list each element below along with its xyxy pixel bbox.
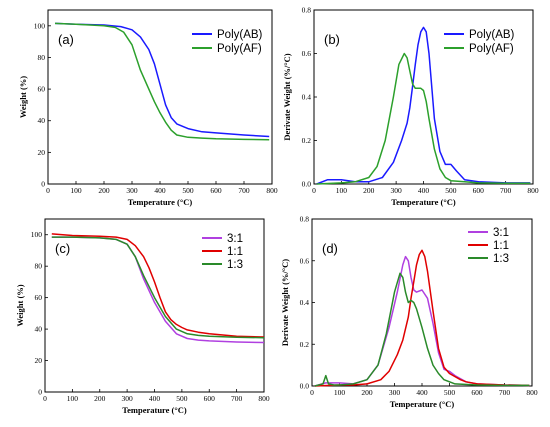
x-tick-label: 800 <box>526 388 538 397</box>
y-tick-label: 100 <box>34 21 46 30</box>
x-axis-label: Temperature (°C) <box>128 197 193 207</box>
y-tick-label: 0.4 <box>302 93 312 102</box>
x-tick-label: 300 <box>122 394 134 403</box>
series-line-Poly(AF) <box>54 22 270 141</box>
y-tick-label: 0.0 <box>302 180 312 189</box>
panel-label: (d) <box>322 241 338 256</box>
series-line-3:1 <box>314 255 530 387</box>
y-tick-label: 0.6 <box>302 49 312 58</box>
y-axis-label: Weight (%) <box>18 76 28 118</box>
y-tick-label: 20 <box>35 356 43 365</box>
y-tick-label: 0.4 <box>300 298 310 307</box>
x-tick-label: 100 <box>67 394 79 403</box>
y-tick-label: 0 <box>38 388 42 397</box>
legend-entry: 3:1 <box>493 227 509 239</box>
y-axis-label: Derivate Weight (%/°C) <box>282 53 292 140</box>
legend-entry: 3:1 <box>227 233 243 245</box>
y-tick-label: 60 <box>35 293 43 302</box>
x-tick-label: 400 <box>416 388 428 397</box>
legend-entry: 1:1 <box>227 246 243 258</box>
y-tick-label: 0.0 <box>300 382 310 391</box>
x-tick-label: 700 <box>238 186 250 195</box>
series-line-1:3 <box>51 236 265 339</box>
legend-entry: Poly(AB) <box>217 29 263 41</box>
series-line-1:1 <box>314 249 530 387</box>
x-tick-label: 500 <box>182 186 194 195</box>
y-tick-label: 40 <box>38 116 46 125</box>
x-tick-label: 700 <box>231 394 243 403</box>
y-tick-label: 80 <box>38 53 46 62</box>
panel-label: (a) <box>58 32 74 47</box>
legend-entry: 1:1 <box>493 240 509 252</box>
x-tick-label: 500 <box>176 394 188 403</box>
x-tick-label: 100 <box>334 388 346 397</box>
series-line-1:3 <box>314 272 530 387</box>
legend-entry: 1:3 <box>227 259 243 271</box>
x-axis-label: Temperature (°C) <box>391 197 456 207</box>
x-tick-label: 200 <box>361 388 373 397</box>
y-tick-label: 100 <box>31 230 43 239</box>
panel-label: (b) <box>324 32 340 47</box>
x-axis-label: Temperature (°C) <box>390 399 455 409</box>
series-line-Poly(AB) <box>316 26 531 185</box>
x-tick-label: 400 <box>149 394 161 403</box>
y-tick-label: 60 <box>38 85 46 94</box>
x-tick-label: 200 <box>94 394 106 403</box>
legend-entry: Poly(AF) <box>217 43 262 55</box>
y-tick-label: 40 <box>35 325 43 334</box>
x-tick-label: 200 <box>363 186 375 195</box>
y-axis-label: Weight (%) <box>15 284 25 326</box>
x-tick-label: 0 <box>46 186 50 195</box>
x-tick-label: 300 <box>126 186 138 195</box>
panel-label: (c) <box>55 241 70 256</box>
y-tick-label: 0.8 <box>300 215 310 224</box>
y-tick-label: 0 <box>41 180 45 189</box>
series-line-1:1 <box>51 233 265 338</box>
x-tick-label: 0 <box>43 394 47 403</box>
x-tick-label: 400 <box>154 186 166 195</box>
series-line-Poly(AB) <box>54 22 270 138</box>
legend-entry: 1:3 <box>493 253 509 265</box>
x-tick-label: 500 <box>445 186 457 195</box>
panel-c: 0 100 200 300 400 500 600 700 800 0 20 40 60 80 100 Tem… <box>15 218 270 415</box>
x-tick-label: 100 <box>70 186 82 195</box>
y-tick-label: 0.2 <box>302 136 312 145</box>
x-tick-label: 0 <box>312 186 316 195</box>
panel-b: 0 100 200 300 400 500 600 700 800 0.0 0.2 0.4 0.6 0.8… <box>282 6 539 208</box>
x-tick-label: 200 <box>98 186 110 195</box>
x-tick-label: 600 <box>204 394 216 403</box>
x-tick-label: 300 <box>391 186 403 195</box>
x-tick-label: 600 <box>210 186 222 195</box>
x-tick-label: 600 <box>473 186 485 195</box>
y-tick-label: 20 <box>38 148 46 157</box>
x-tick-label: 800 <box>527 186 539 195</box>
x-tick-label: 500 <box>444 388 456 397</box>
x-axis-label: Temperature (°C) <box>122 405 187 415</box>
x-tick-label: 400 <box>418 186 430 195</box>
y-tick-label: 80 <box>35 262 43 271</box>
x-tick-label: 700 <box>500 186 512 195</box>
y-axis-label: Derivate Weight (%/°C) <box>280 259 290 346</box>
panel-d: 0 100 200 300 400 500 600 700 800 0.0 0.2 0.4 0.6 0.8… <box>280 215 538 410</box>
x-tick-label: 0 <box>310 388 314 397</box>
x-tick-label: 800 <box>266 186 278 195</box>
y-tick-label: 0.8 <box>302 6 312 15</box>
x-tick-label: 800 <box>258 394 270 403</box>
x-tick-label: 100 <box>336 186 348 195</box>
series-line-Poly(AF) <box>316 52 531 185</box>
x-tick-label: 600 <box>471 388 483 397</box>
x-tick-label: 300 <box>389 388 401 397</box>
y-tick-label: 0.6 <box>300 256 310 265</box>
legend-entry: Poly(AF) <box>469 43 514 55</box>
x-tick-label: 700 <box>499 388 511 397</box>
y-tick-label: 0.2 <box>300 340 310 349</box>
panel-a: 0 100 200 300 400 500 600 700 800 0 20 40 60 80 100 Tem… <box>18 9 278 207</box>
legend-entry: Poly(AB) <box>469 29 515 41</box>
